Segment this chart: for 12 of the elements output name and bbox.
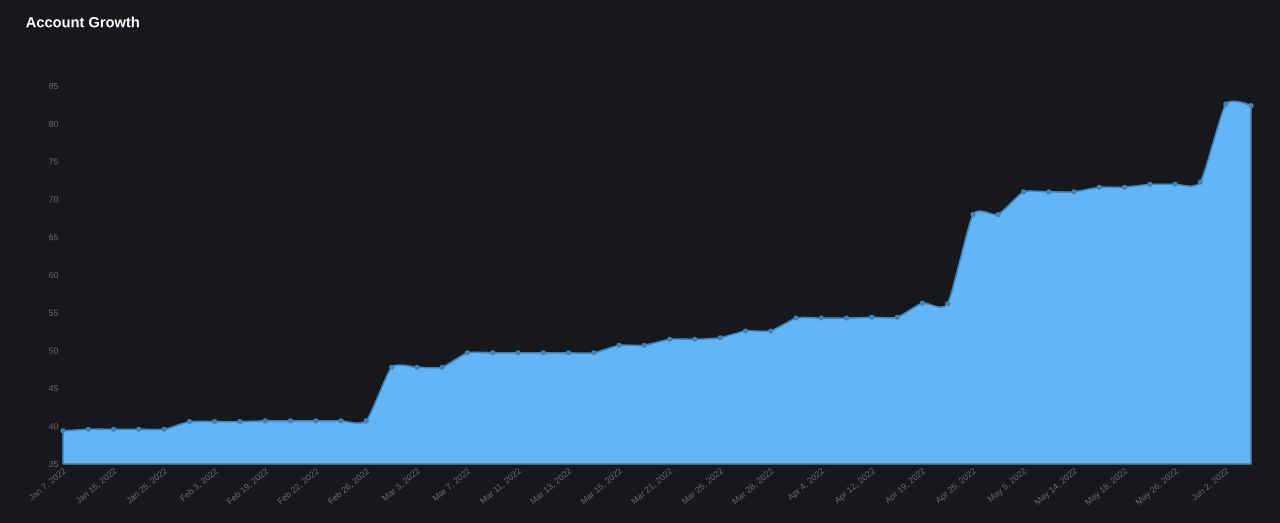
y-tick-label: 50	[49, 347, 58, 354]
y-tick-label: 60	[49, 271, 58, 279]
y-tick-label: 70	[49, 196, 58, 203]
y-tick-label: 40	[48, 423, 58, 430]
y-tick-label: 45	[48, 385, 58, 392]
chart-title: Account Growth	[26, 16, 139, 28]
y-tick-label: 65	[49, 234, 58, 241]
y-tick-label: 35	[49, 460, 58, 468]
y-tick-label: 75	[49, 158, 58, 165]
y-tick-label: 80	[49, 120, 58, 127]
y-tick-label: 85	[49, 82, 58, 90]
y-tick-label: 55	[49, 309, 58, 316]
